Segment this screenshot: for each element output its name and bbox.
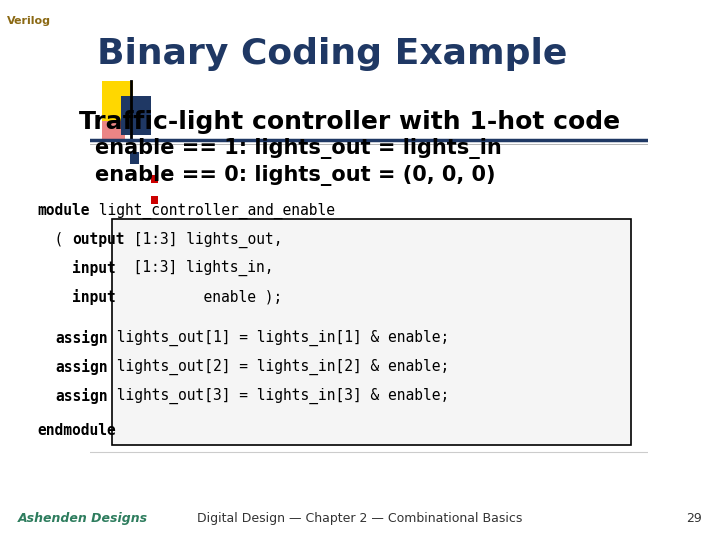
FancyBboxPatch shape: [121, 96, 151, 136]
Text: [1:3] lights_out,: [1:3] lights_out,: [125, 231, 282, 248]
Text: light_controller_and_enable: light_controller_and_enable: [90, 202, 335, 219]
Text: enable == 0: lights_out = (0, 0, 0): enable == 0: lights_out = (0, 0, 0): [95, 165, 495, 186]
Text: enable );: enable );: [117, 290, 282, 305]
Text: Binary Coding Example: Binary Coding Example: [97, 37, 567, 71]
Text: assign: assign: [55, 388, 107, 404]
Text: [1:3] lights_in,: [1:3] lights_in,: [117, 260, 274, 276]
FancyBboxPatch shape: [130, 152, 139, 164]
FancyBboxPatch shape: [151, 175, 158, 183]
Text: input: input: [73, 289, 116, 305]
Text: Digital Design — Chapter 2 — Combinational Basics: Digital Design — Chapter 2 — Combination…: [197, 512, 523, 525]
Text: module: module: [37, 203, 90, 218]
Text: enable == 1: lights_out = lights_in: enable == 1: lights_out = lights_in: [95, 138, 502, 159]
FancyBboxPatch shape: [151, 196, 158, 204]
Text: Ashenden Designs: Ashenden Designs: [18, 512, 148, 525]
Text: (: (: [37, 232, 73, 247]
Text: output: output: [73, 232, 125, 247]
Text: assign: assign: [55, 359, 107, 375]
Text: 29: 29: [686, 512, 702, 525]
FancyBboxPatch shape: [102, 82, 133, 121]
Text: lights_out[1] = lights_in[1] & enable;: lights_out[1] = lights_in[1] & enable;: [107, 330, 449, 346]
FancyBboxPatch shape: [102, 117, 125, 140]
Text: Traffic-light controller with 1-hot code: Traffic-light controller with 1-hot code: [79, 110, 621, 133]
FancyBboxPatch shape: [112, 219, 631, 446]
Text: lights_out[3] = lights_in[3] & enable;: lights_out[3] = lights_in[3] & enable;: [107, 388, 449, 404]
Text: endmodule: endmodule: [37, 423, 116, 438]
Text: lights_out[2] = lights_in[2] & enable;: lights_out[2] = lights_in[2] & enable;: [107, 359, 449, 375]
Text: assign: assign: [55, 330, 107, 346]
Text: input: input: [73, 260, 116, 276]
Text: Verilog: Verilog: [7, 16, 51, 26]
